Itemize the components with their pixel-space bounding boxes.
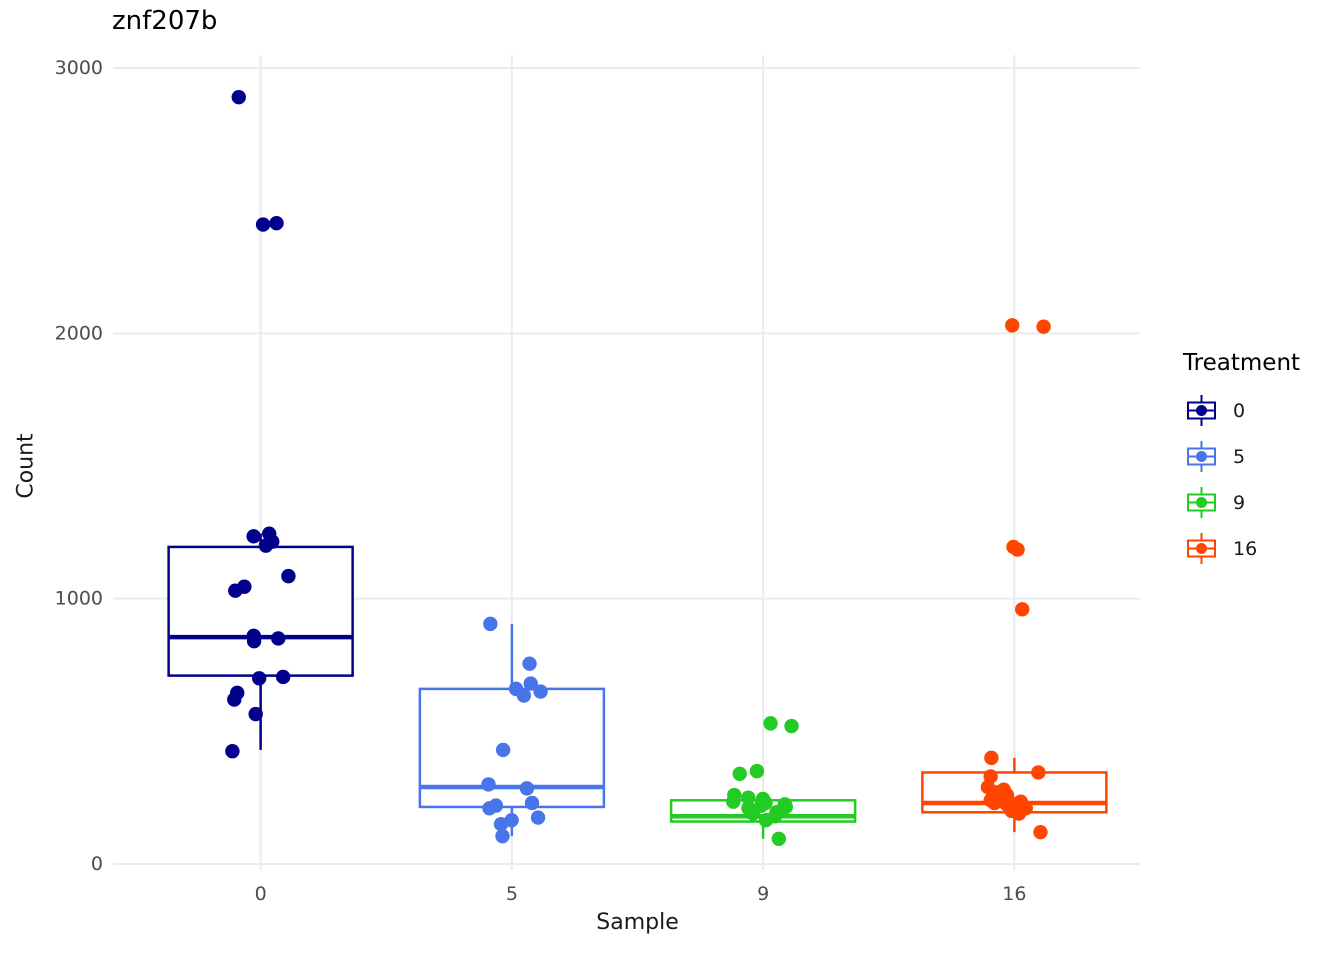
jitter-points-9 <box>726 716 799 846</box>
y-axis-title: Count <box>13 433 39 499</box>
data-point <box>481 777 496 792</box>
legend-entry-9: 9 <box>1183 484 1300 521</box>
data-point <box>248 706 263 722</box>
legend-label: 9 <box>1233 491 1246 514</box>
jitter-points-0 <box>225 89 296 759</box>
boxplot-group-9 <box>669 716 857 846</box>
data-point <box>726 794 741 809</box>
data-point <box>231 89 246 105</box>
data-point <box>495 742 511 758</box>
boxplot-group-5 <box>418 616 606 844</box>
data-point <box>225 744 240 759</box>
data-point <box>258 538 274 553</box>
legend-key-boxplot-icon <box>1187 441 1216 472</box>
data-point <box>749 763 765 779</box>
data-point <box>987 795 1002 811</box>
legend: Treatment 0 5 9 16 <box>1183 350 1300 576</box>
data-point <box>281 568 296 584</box>
data-point <box>495 828 510 844</box>
chart-title: znf207b <box>112 6 218 36</box>
svg-text:5: 5 <box>506 883 518 905</box>
boxplot-group-16 <box>921 318 1108 840</box>
svg-text:16: 16 <box>1002 883 1026 905</box>
data-point <box>745 806 761 821</box>
data-point <box>228 583 243 598</box>
data-point <box>246 633 262 649</box>
data-point <box>255 217 271 232</box>
data-point <box>763 716 778 731</box>
data-point <box>275 669 291 685</box>
data-point <box>771 831 787 846</box>
x-axis-title: Sample <box>596 910 679 935</box>
legend-entry-16: 16 <box>1183 530 1300 567</box>
data-point <box>530 810 546 825</box>
legend-entries: 0 5 9 16 <box>1183 392 1300 567</box>
legend-entry-0: 0 <box>1183 392 1300 429</box>
data-point <box>493 817 509 832</box>
legend-label: 5 <box>1233 445 1246 468</box>
box-0 <box>167 545 354 677</box>
data-point <box>246 529 261 544</box>
boxplot-group-0 <box>167 89 354 759</box>
gridlines <box>113 55 1140 870</box>
data-point <box>533 684 548 699</box>
data-point <box>251 671 267 686</box>
svg-text:9: 9 <box>757 883 769 905</box>
data-point <box>1033 824 1048 840</box>
legend-label: 16 <box>1233 537 1258 560</box>
data-point <box>1005 318 1020 333</box>
svg-text:0: 0 <box>255 883 267 905</box>
svg-text:1000: 1000 <box>55 588 103 610</box>
x-axis-tick-labels: 0 5 9 16 <box>255 883 1027 905</box>
legend-title: Treatment <box>1183 350 1301 376</box>
data-point <box>516 688 532 703</box>
jitter-points-16 <box>980 318 1051 840</box>
data-point <box>522 656 537 671</box>
data-point <box>984 750 999 766</box>
data-point <box>741 790 756 805</box>
y-axis-tick-labels: 0 1000 2000 3000 <box>55 57 103 875</box>
data-point <box>1031 765 1046 780</box>
jitter-points-5 <box>481 616 548 844</box>
data-point <box>1015 602 1030 617</box>
data-point <box>483 616 498 632</box>
data-point <box>1036 319 1051 334</box>
data-point <box>523 676 538 691</box>
data-point <box>271 631 286 646</box>
svg-text:3000: 3000 <box>55 57 103 79</box>
data-point <box>519 781 535 796</box>
legend-key-boxplot-icon <box>1187 533 1216 564</box>
data-point <box>269 216 284 231</box>
legend-key-boxplot-icon <box>1187 487 1216 518</box>
data-point <box>732 766 747 781</box>
legend-label: 0 <box>1233 399 1246 422</box>
svg-text:2000: 2000 <box>55 322 103 344</box>
data-point <box>1011 806 1027 821</box>
data-point <box>758 813 774 828</box>
data-point <box>482 801 497 816</box>
legend-key-boxplot-icon <box>1187 395 1216 426</box>
svg-text:0: 0 <box>91 853 103 875</box>
data-point <box>784 718 799 734</box>
legend-entry-5: 5 <box>1183 438 1300 475</box>
data-point <box>227 692 242 707</box>
data-point <box>524 795 540 811</box>
data-point <box>1010 542 1025 557</box>
